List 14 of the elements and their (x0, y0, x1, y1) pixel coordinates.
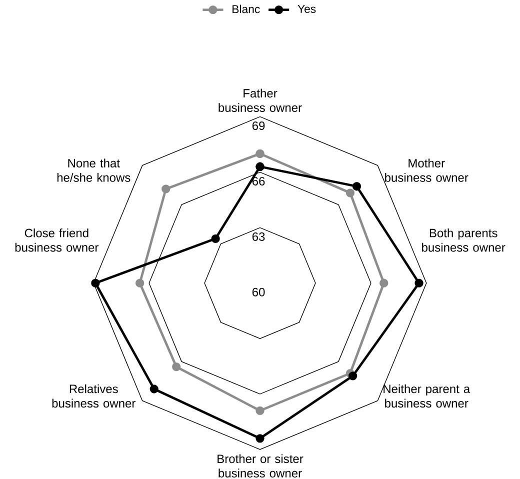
spoke-label: Relatives business owner (52, 384, 136, 408)
legend-label: Blanc (232, 4, 260, 14)
y-tick-label: 60 (252, 288, 265, 297)
spoke-label: Mother business owner (385, 158, 468, 182)
spoke-label: Father business owner (218, 88, 302, 112)
spoke-label: Neither parent a business owner (384, 384, 470, 408)
y-tick-label: 63 (252, 232, 265, 242)
y-tick-label: 66 (252, 177, 265, 186)
legend-label: Yes (298, 5, 316, 14)
spoke-label: Close friend business owner (15, 228, 99, 252)
y-tick-label: 69 (252, 122, 265, 130)
spoke-label: Both parents business owner (422, 228, 506, 252)
spoke-label: Brother or sister business owner (218, 454, 304, 478)
spoke-label: None that he/she knows (57, 158, 130, 182)
